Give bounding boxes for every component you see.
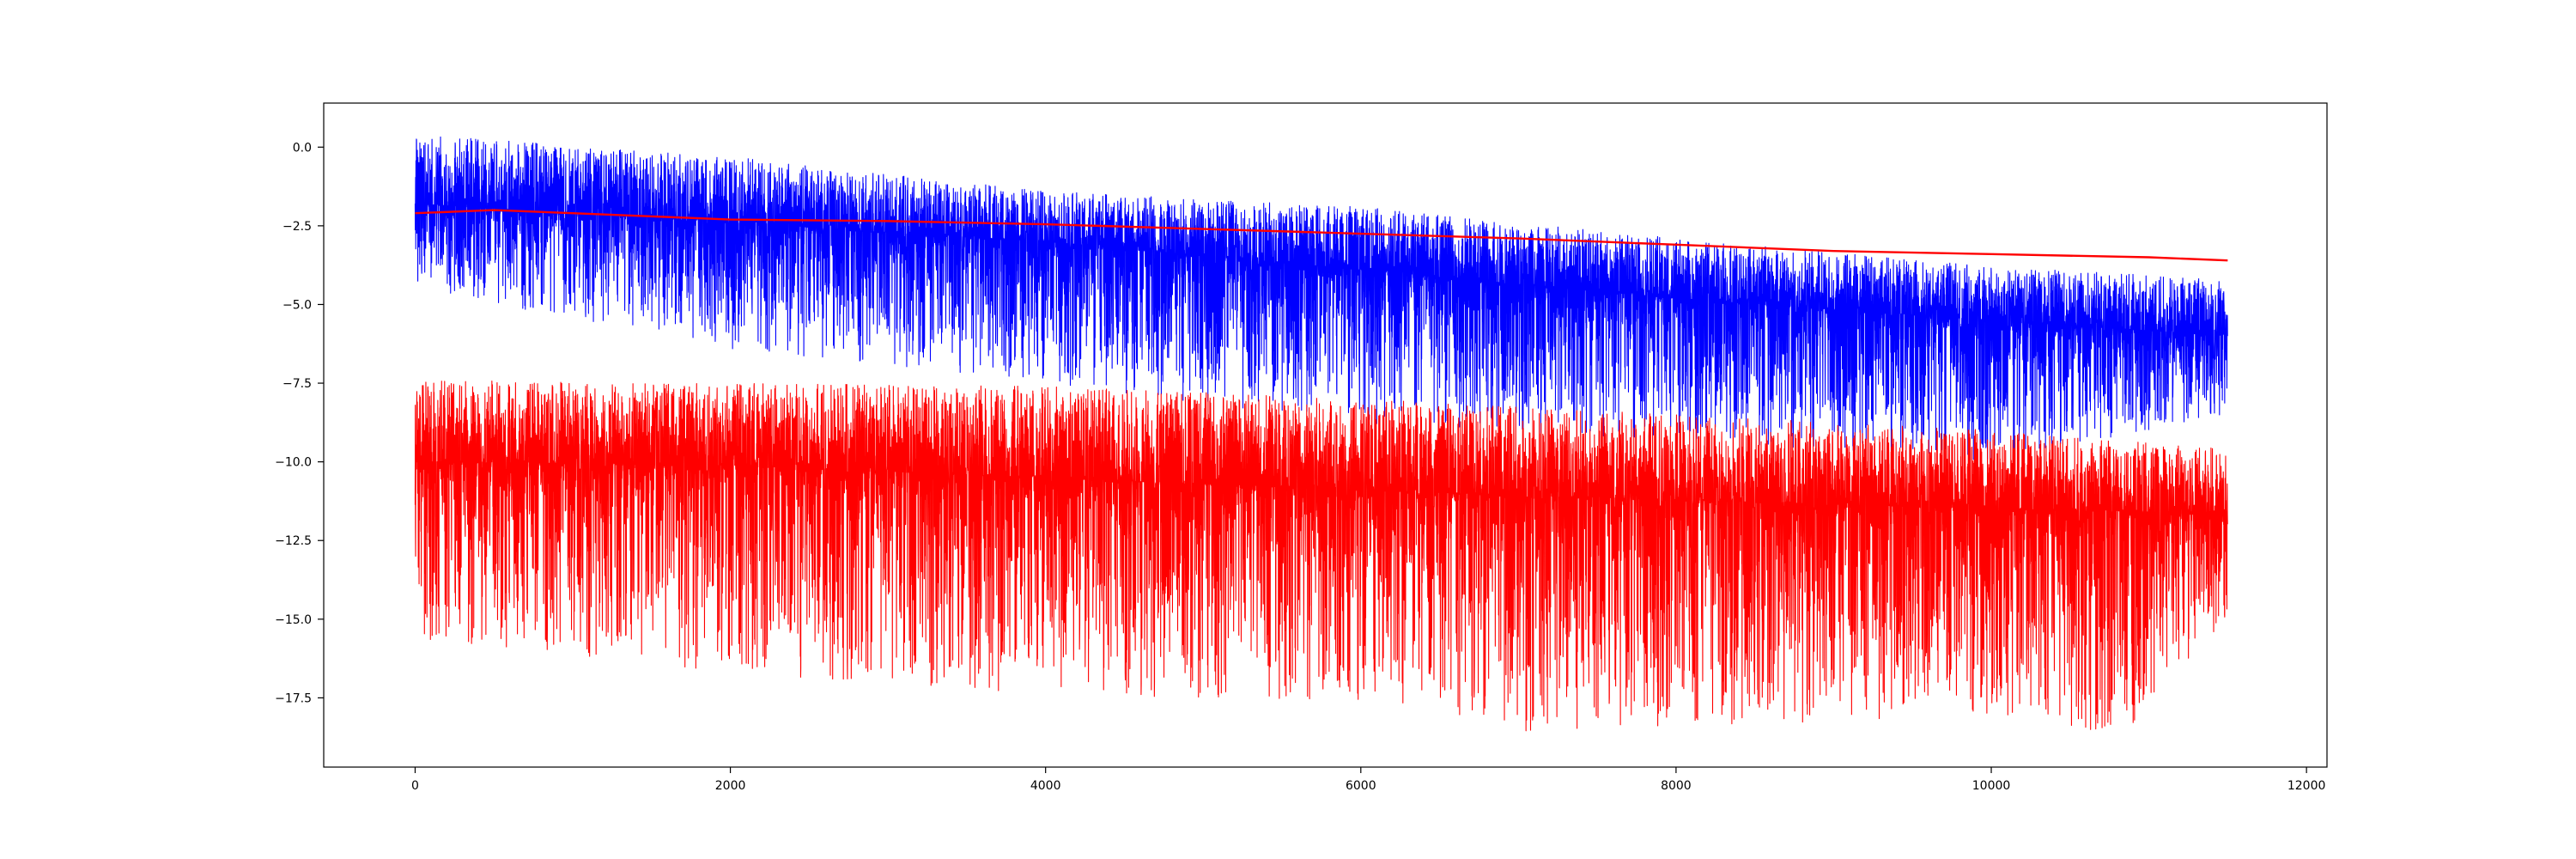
x-axis: 0 2000 4000 6000 8000 10000 12000 <box>411 767 2325 793</box>
series-line-2 <box>415 209 2228 262</box>
x-tick-label: 2000 <box>715 779 746 793</box>
x-tick-label: 10000 <box>1972 779 2011 793</box>
x-tick-label: 4000 <box>1030 779 1061 793</box>
x-tick-label: 8000 <box>1661 779 1692 793</box>
series-line-0 <box>414 136 2228 460</box>
x-tick-label: 0 <box>411 779 419 793</box>
series-line-1 <box>414 381 2228 732</box>
x-tick-label: 12000 <box>2287 779 2326 793</box>
y-axis: 0.0 −2.5 −5.0 −7.5 −10.0 −12.5 −15.0 −17.5 <box>275 141 324 705</box>
x-tick-label: 6000 <box>1346 779 1376 793</box>
y-tick-label: −15.0 <box>275 613 312 627</box>
y-tick-label: −12.5 <box>275 534 312 548</box>
y-tick-label: −10.0 <box>275 456 312 470</box>
series-layer <box>414 136 2228 732</box>
y-tick-label: −17.5 <box>275 691 312 705</box>
y-tick-label: −2.5 <box>283 220 312 234</box>
y-tick-label: −7.5 <box>283 377 312 391</box>
plot-frame <box>323 102 2328 768</box>
y-tick-label: 0.0 <box>293 141 312 155</box>
y-tick-label: −5.0 <box>283 298 312 312</box>
